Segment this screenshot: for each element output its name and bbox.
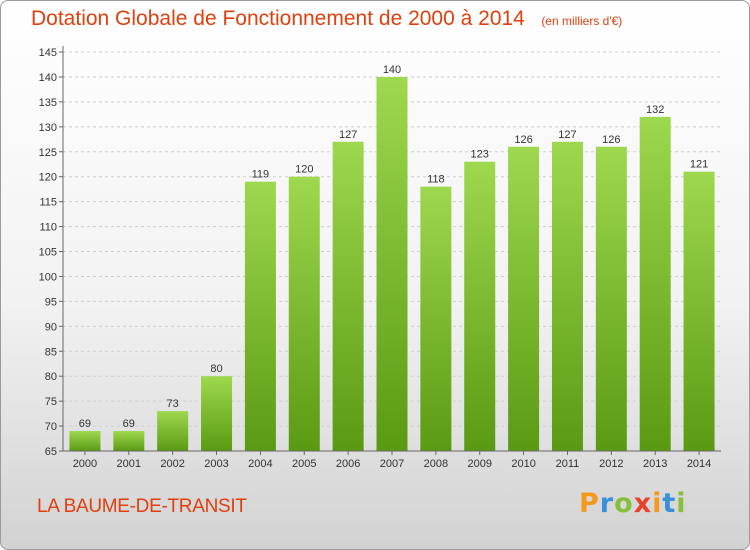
- data-label-2001: 69: [123, 418, 135, 430]
- y-tick-label: 140: [39, 72, 57, 84]
- data-label-2000: 69: [79, 418, 91, 430]
- bar-2005: [288, 176, 320, 451]
- x-tick-label: 2009: [467, 458, 491, 470]
- logo-letter: i: [676, 488, 687, 519]
- bar-2003: [201, 376, 233, 451]
- x-tick-label: 2001: [117, 458, 141, 470]
- chart-title: Dotation Globale de Fonctionnement de 20…: [31, 7, 525, 30]
- data-label-2006: 127: [339, 129, 357, 141]
- bar-2000: [69, 431, 101, 451]
- x-tick-label: 2002: [160, 458, 184, 470]
- x-tick-label: 2014: [687, 458, 711, 470]
- y-tick-label: 90: [45, 321, 57, 333]
- data-label-2010: 126: [514, 134, 532, 146]
- data-label-2008: 118: [427, 174, 445, 186]
- bar-2007: [376, 76, 408, 451]
- y-tick-label: 115: [39, 197, 57, 209]
- logo-letter: r: [599, 488, 615, 519]
- data-label-2012: 126: [602, 134, 620, 146]
- x-tick-label: 2005: [292, 458, 316, 470]
- y-tick-label: 75: [45, 396, 57, 408]
- y-tick-label: 130: [39, 122, 57, 134]
- x-tick-label: 2003: [204, 458, 228, 470]
- x-tick-label: 2011: [556, 458, 580, 470]
- y-tick-label: 70: [45, 421, 57, 433]
- bar-2006: [332, 141, 364, 451]
- title-row: Dotation Globale de Fonctionnement de 20…: [31, 7, 622, 31]
- x-tick-label: 2007: [380, 458, 404, 470]
- data-label-2003: 80: [210, 363, 222, 375]
- y-tick-label: 120: [39, 172, 57, 184]
- data-label-2002: 73: [167, 398, 179, 410]
- x-tick-label: 2012: [599, 458, 623, 470]
- bars: [69, 76, 715, 452]
- y-tick-label: 110: [39, 222, 57, 234]
- x-tick-label: 2010: [511, 458, 535, 470]
- y-tick-label: 100: [39, 271, 57, 283]
- bar-2008: [420, 186, 452, 451]
- commune-name: LA BAUME-DE-TRANSIT: [37, 496, 247, 517]
- logo-letter: i: [652, 488, 663, 519]
- x-tick-label: 2008: [424, 458, 448, 470]
- data-label-2005: 120: [295, 164, 313, 176]
- bar-2009: [464, 161, 496, 451]
- logo-letter: t: [662, 488, 677, 519]
- bar-2013: [639, 116, 671, 452]
- data-label-2007: 140: [383, 64, 401, 76]
- y-tick-label: 80: [45, 371, 57, 383]
- x-tick-label: 2000: [73, 458, 97, 470]
- bar-2012: [595, 146, 627, 451]
- x-tick-label: 2004: [248, 458, 272, 470]
- unit-note: (en milliers d'€): [541, 14, 623, 28]
- logo-letter: o: [614, 488, 634, 519]
- bar-2001: [113, 431, 145, 451]
- data-label-2009: 123: [471, 149, 489, 161]
- data-label-2004: 119: [252, 169, 270, 181]
- proxiti-logo: Proxiti: [579, 488, 687, 519]
- bar-2004: [244, 181, 276, 452]
- y-tick-label: 85: [45, 346, 57, 358]
- data-label-2013: 132: [646, 104, 664, 116]
- y-tick-label: 65: [45, 446, 57, 458]
- logo-letter: P: [579, 488, 600, 519]
- logo-letter: x: [633, 488, 653, 519]
- y-tick-label: 135: [39, 97, 57, 109]
- labels: 65 70 75 80 85 90 95 100 105 110 115 120 125 130 135 14…: [39, 47, 712, 470]
- y-tick-label: 95: [45, 296, 57, 308]
- y-tick-label: 145: [39, 47, 57, 59]
- bar-2010: [508, 146, 540, 451]
- axes: [59, 46, 721, 455]
- y-tick-label: 105: [39, 247, 57, 259]
- data-label-2011: 127: [558, 129, 576, 141]
- data-label-2014: 121: [690, 159, 708, 171]
- bar-2011: [551, 141, 583, 451]
- bar-2002: [157, 411, 189, 451]
- bar-2014: [683, 171, 715, 451]
- y-tick-label: 125: [39, 147, 57, 159]
- x-tick-label: 2006: [336, 458, 360, 470]
- x-tick-label: 2013: [643, 458, 667, 470]
